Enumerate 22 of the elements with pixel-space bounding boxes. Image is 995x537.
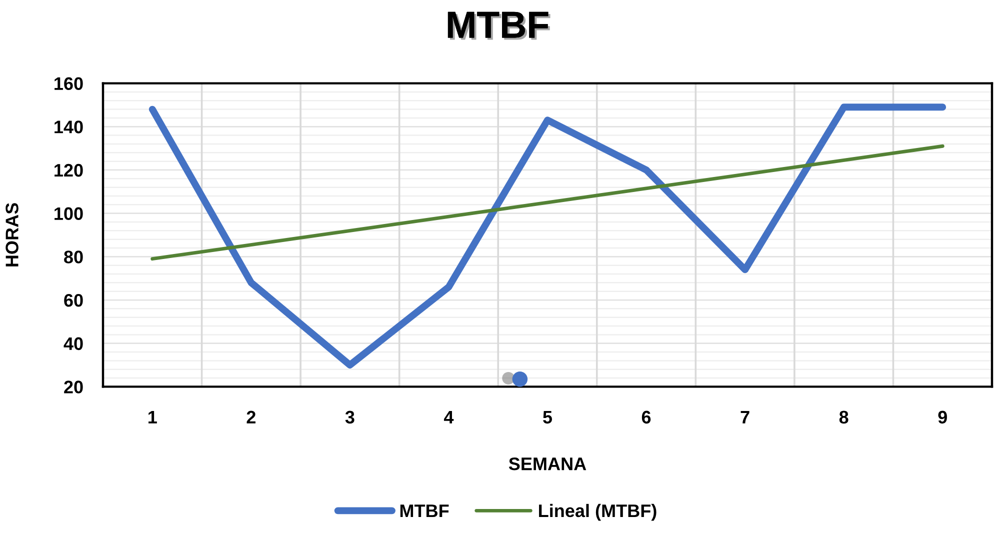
y-tick-label: 80 <box>64 250 83 264</box>
y-tick-label: 60 <box>64 294 83 307</box>
y-tick-label: 140 <box>54 120 83 134</box>
x-axis-title: SEMANA <box>508 457 586 470</box>
x-tick-label: 3 <box>345 410 354 424</box>
y-tick-label: 40 <box>64 337 83 350</box>
x-tick-label: 1 <box>148 410 157 424</box>
legend-label: MTBF <box>400 504 449 518</box>
y-tick-label: 120 <box>54 164 83 177</box>
y-tick-label: 100 <box>54 207 83 220</box>
x-tick-label: 7 <box>740 410 750 424</box>
x-tick-label: 4 <box>444 410 454 424</box>
x-tick-label: 5 <box>543 410 552 424</box>
y-axis-title: HORAS <box>6 203 18 266</box>
y-tick-label: 160 <box>54 77 83 90</box>
x-tick-label: 9 <box>938 410 947 424</box>
chart-title: MTBF <box>448 12 550 40</box>
legend-label: Lineal (MTBF) <box>539 504 656 521</box>
x-tick-label: 6 <box>642 410 651 424</box>
x-tick-label: 2 <box>246 410 256 424</box>
y-tick-label: 20 <box>64 380 83 394</box>
x-tick-label: 8 <box>839 410 848 424</box>
